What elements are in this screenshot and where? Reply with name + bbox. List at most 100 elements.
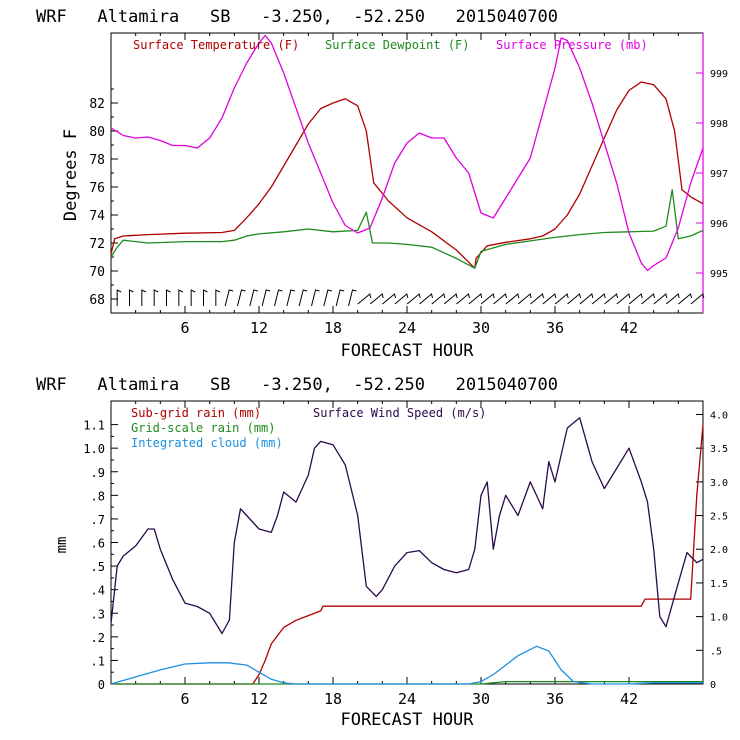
wind-barb xyxy=(224,289,234,307)
y-tick-label: .6 xyxy=(91,537,105,551)
x-tick-label: 18 xyxy=(324,319,342,337)
y-tick-label: 1.1 xyxy=(83,419,105,433)
y2-tick-label: 1.0 xyxy=(710,613,728,624)
wind-barb xyxy=(335,289,345,307)
temperature-panel: WRF Altamira SB -3.250, -52.250 20150407… xyxy=(36,7,728,361)
wind-barb xyxy=(357,293,372,305)
y-tick-label: .8 xyxy=(91,489,105,503)
wind-barb xyxy=(505,293,520,305)
x-tick-label: 12 xyxy=(250,690,268,708)
y2-tick-label: 998 xyxy=(710,119,728,130)
x-tick-label: 24 xyxy=(398,319,416,337)
wind-barb xyxy=(443,293,458,305)
series-line-surface-dewpoint-f xyxy=(110,189,704,269)
bottom-y-axis-label: mm xyxy=(54,537,70,554)
y2-tick-label: 999 xyxy=(710,69,728,80)
x-tick-label: 42 xyxy=(620,690,638,708)
wind-barb xyxy=(166,289,171,306)
wind-barb xyxy=(382,293,396,305)
y-tick-label: 76 xyxy=(89,181,105,196)
wind-barb xyxy=(311,289,320,307)
wind-barb xyxy=(178,289,184,306)
y-tick-label: .9 xyxy=(91,466,105,480)
y2-tick-label: .5 xyxy=(710,646,722,657)
x-tick-label: 12 xyxy=(250,319,268,337)
wind-barb xyxy=(456,293,470,305)
wind-barb xyxy=(530,293,544,305)
wind-barb xyxy=(591,293,606,305)
wind-barb xyxy=(141,289,147,306)
y-tick-label: 1.0 xyxy=(83,442,105,456)
series-line-integrated-cloud-mm xyxy=(110,645,703,685)
y-tick-label: .1 xyxy=(91,654,105,668)
x-tick-label: 6 xyxy=(180,319,189,337)
wind-barb xyxy=(249,289,258,307)
precipitation-panel: WRF Altamira SB -3.250, -52.250 20150407… xyxy=(36,375,728,730)
wind-barb xyxy=(554,293,569,305)
x-tick-label: 42 xyxy=(620,319,638,337)
y2-tick-label: 995 xyxy=(710,269,728,280)
wind-barb xyxy=(129,289,134,306)
wind-barb xyxy=(394,293,409,305)
top-y-axis-label: Degrees F xyxy=(61,129,81,221)
wind-barb xyxy=(542,293,557,305)
bottom-series-lines xyxy=(110,417,704,685)
bottom-x-axis-label: FORECAST HOUR xyxy=(340,710,474,730)
wind-barb xyxy=(616,293,631,305)
x-tick-label: 24 xyxy=(398,690,416,708)
y-tick-label: 70 xyxy=(89,265,105,280)
wind-barb xyxy=(665,293,680,305)
x-tick-label: 36 xyxy=(546,319,564,337)
wind-barb xyxy=(298,289,308,307)
wind-barb xyxy=(286,289,295,307)
y-tick-label: .3 xyxy=(91,607,105,621)
wind-barb xyxy=(348,289,357,307)
bottom-panel-title: WRF Altamira SB -3.250, -52.250 20150407… xyxy=(36,375,558,395)
y2-tick-label: 1.5 xyxy=(710,579,728,590)
y2-tick-label: 0 xyxy=(710,680,716,691)
y-tick-label: 80 xyxy=(89,125,105,140)
wind-barb xyxy=(406,293,421,305)
wind-barb xyxy=(431,293,446,305)
wind-barb xyxy=(116,289,122,306)
wind-barb xyxy=(369,293,384,305)
wind-barb xyxy=(215,289,221,306)
y-tick-label: .5 xyxy=(91,560,105,574)
series-line-sub-grid-rain-mm xyxy=(111,424,704,685)
wind-barb xyxy=(690,293,705,305)
x-tick-label: 6 xyxy=(180,690,189,708)
top-series-lines xyxy=(110,34,704,272)
wind-barb xyxy=(517,293,532,305)
wind-barb xyxy=(480,293,495,305)
wind-barb xyxy=(323,289,332,307)
series-line-surface-pressure-mb xyxy=(110,34,704,272)
wind-barb xyxy=(468,293,483,305)
wind-barb xyxy=(237,289,246,307)
wind-barb xyxy=(419,293,433,305)
y-tick-label: .7 xyxy=(91,513,105,527)
wind-barb xyxy=(628,293,643,305)
y-tick-label: 74 xyxy=(89,209,105,224)
y-tick-label: 0 xyxy=(98,678,105,692)
y-tick-label: 72 xyxy=(89,237,105,252)
wind-barb xyxy=(678,293,692,305)
legend-surface-temperature: Surface Temperature (F) xyxy=(133,38,299,52)
wind-barb xyxy=(190,289,196,306)
wind-barb xyxy=(274,289,283,307)
y2-tick-label: 2.5 xyxy=(710,512,728,523)
top-axis-ticks: 6 12 18 24 30 36 42 68 70 72 74 76 78 80 82 995 996 997 99… xyxy=(89,33,728,337)
series-line-surface-temperature-f xyxy=(110,81,704,269)
wind-barb xyxy=(579,293,594,305)
y-tick-label: .4 xyxy=(91,584,105,598)
legend-surface-pressure: Surface Pressure (mb) xyxy=(496,38,648,52)
y2-tick-label: 996 xyxy=(710,219,728,230)
y2-tick-label: 997 xyxy=(710,169,728,180)
wind-barb xyxy=(567,293,581,305)
x-tick-label: 30 xyxy=(472,319,490,337)
y2-tick-label: 4.0 xyxy=(710,410,728,421)
top-x-axis-label: FORECAST HOUR xyxy=(340,341,474,361)
series-line-surface-wind-speed-m-s xyxy=(110,417,704,635)
legend-integrated-cloud: Integrated cloud (mm) xyxy=(131,436,283,450)
y-tick-label: .2 xyxy=(91,631,105,645)
